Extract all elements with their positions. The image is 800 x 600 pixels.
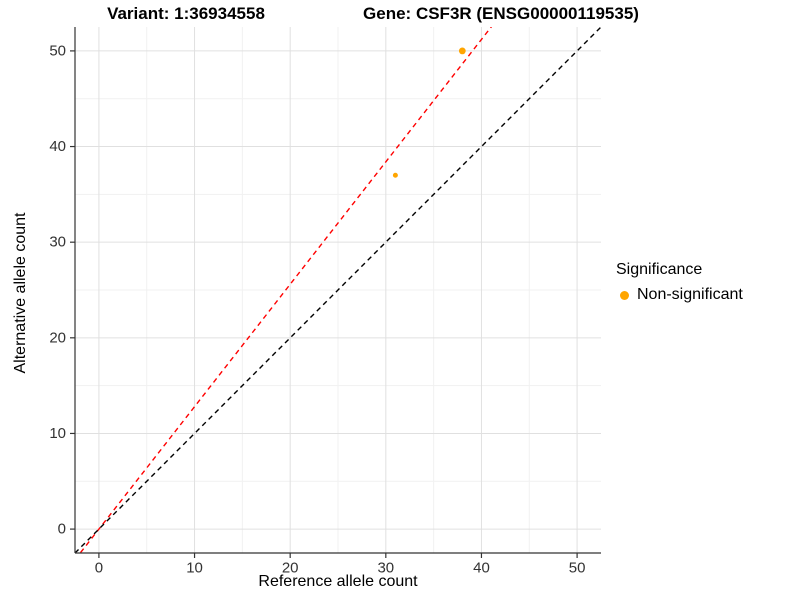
x-tick-label: 20 [282,559,299,576]
gene-title: Gene: CSF3R (ENSG00000119535) [363,4,639,23]
legend-title: Significance [616,261,703,278]
fitted-ratio-line [79,27,493,553]
y-tick-label: 0 [58,521,66,538]
x-tick-label: 0 [95,559,103,576]
identity-line [75,27,601,553]
variant-title: Variant: 1:36934558 [107,4,265,23]
y-tick-label: 20 [49,329,66,346]
x-tick-label: 10 [186,559,203,576]
x-tick-label: 30 [377,559,394,576]
y-tick-label: 40 [49,138,66,155]
legend-key-dot-icon [620,290,629,300]
panel-group [75,27,601,553]
legend: Significance Non-significant [616,261,743,304]
x-tick-label: 40 [473,559,490,576]
y-tick-label: 50 [49,42,66,59]
y-tick-label: 10 [49,425,66,442]
y-tick-label: 30 [49,234,66,251]
legend-item: Non-significant [616,286,743,304]
x-axis-title: Reference allele count [258,573,418,590]
data-point [458,47,466,55]
x-tick-label: 50 [569,559,586,576]
y-axis-title: Alternative allele count [12,212,29,374]
data-point [392,172,398,178]
legend-item-label: Non-significant [637,286,743,303]
